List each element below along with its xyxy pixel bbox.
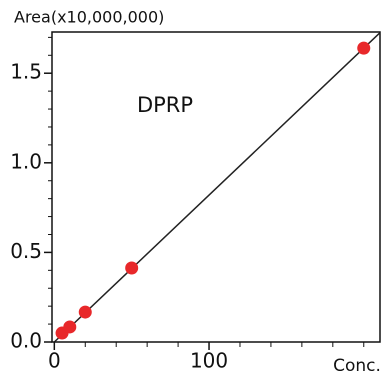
x-axis-title: Conc. [333,356,381,376]
y-tick-label: 0.5 [10,239,42,263]
x-tick-label: 100 [190,349,228,373]
data-point [125,261,139,275]
y-tick-label: 1.5 [10,60,42,84]
data-point [78,305,92,319]
y-tick-label: 1.0 [10,149,42,173]
fit-line [53,32,381,343]
plot-frame [51,31,381,343]
data-point [357,41,371,55]
annotation: DPRP [137,93,193,117]
x-tick-label: 0 [48,349,61,373]
y-tick-label: 0.0 [10,329,42,353]
y-axis-title: Area(x10,000,000) [14,8,164,27]
data-point [63,320,77,334]
